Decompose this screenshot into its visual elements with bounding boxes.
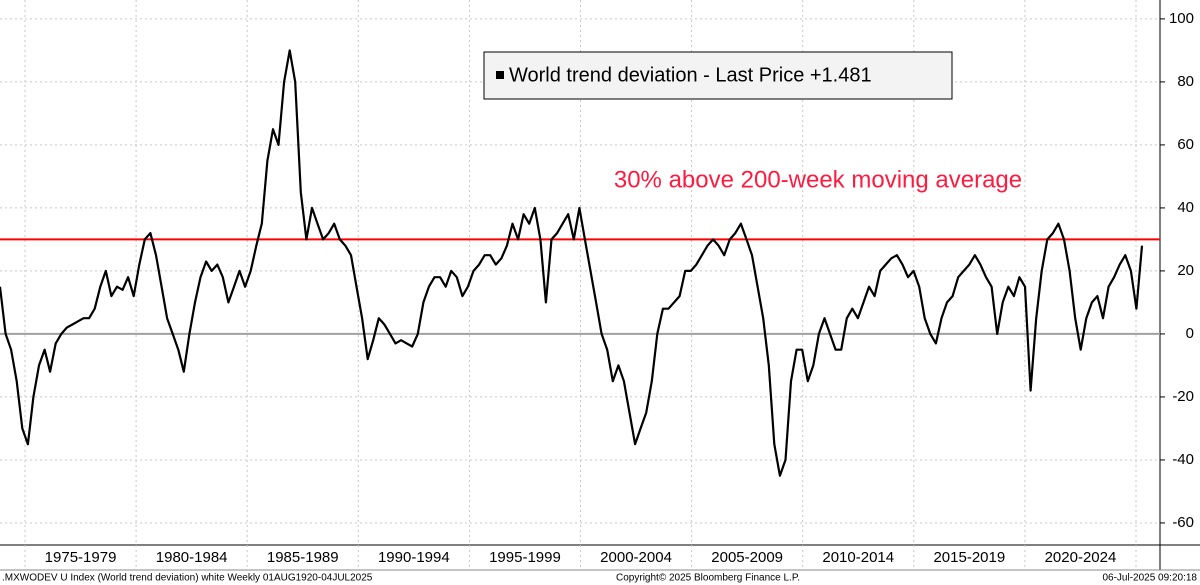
legend-box: [483, 51, 953, 100]
y-tick-label: 20: [1177, 262, 1194, 279]
footer-text: 06-Jul-2025 09:20:18: [1102, 573, 1197, 584]
x-band-label: 2015-2019: [933, 549, 1005, 566]
x-band-label: 1990-1994: [378, 549, 450, 566]
y-tick-label: 80: [1177, 73, 1194, 90]
y-tick-label: 100: [1169, 10, 1194, 27]
y-tick-label: 60: [1177, 136, 1194, 153]
footer-text: Copyright© 2025 Bloomberg Finance L.P.: [616, 573, 800, 584]
data-line: [0, 49, 1144, 477]
y-tick-label: -40: [1172, 451, 1194, 468]
footer-text: .MXWODEV U Index (World trend deviation)…: [2, 573, 373, 584]
x-band-label: 1985-1989: [267, 549, 339, 566]
x-band-label: 1975-1979: [45, 549, 117, 566]
x-band-label: 2010-2014: [822, 549, 894, 566]
x-band-label: 2005-2009: [711, 549, 783, 566]
y-tick-label: -60: [1172, 514, 1194, 531]
x-band-label: 1980-1984: [156, 549, 228, 566]
annotation: 30% above 200-week moving average: [614, 166, 1022, 193]
x-band-label: 2020-2024: [1045, 549, 1117, 566]
y-tick-label: 0: [1186, 325, 1194, 342]
legend-swatch: [496, 71, 504, 79]
x-band-label: 2000-2004: [600, 549, 672, 566]
y-tick-label: 40: [1177, 199, 1194, 216]
legend-label: World trend deviation - Last Price +1.48…: [509, 64, 872, 86]
y-tick-label: -20: [1172, 388, 1194, 405]
x-band-label: 1995-1999: [489, 549, 561, 566]
